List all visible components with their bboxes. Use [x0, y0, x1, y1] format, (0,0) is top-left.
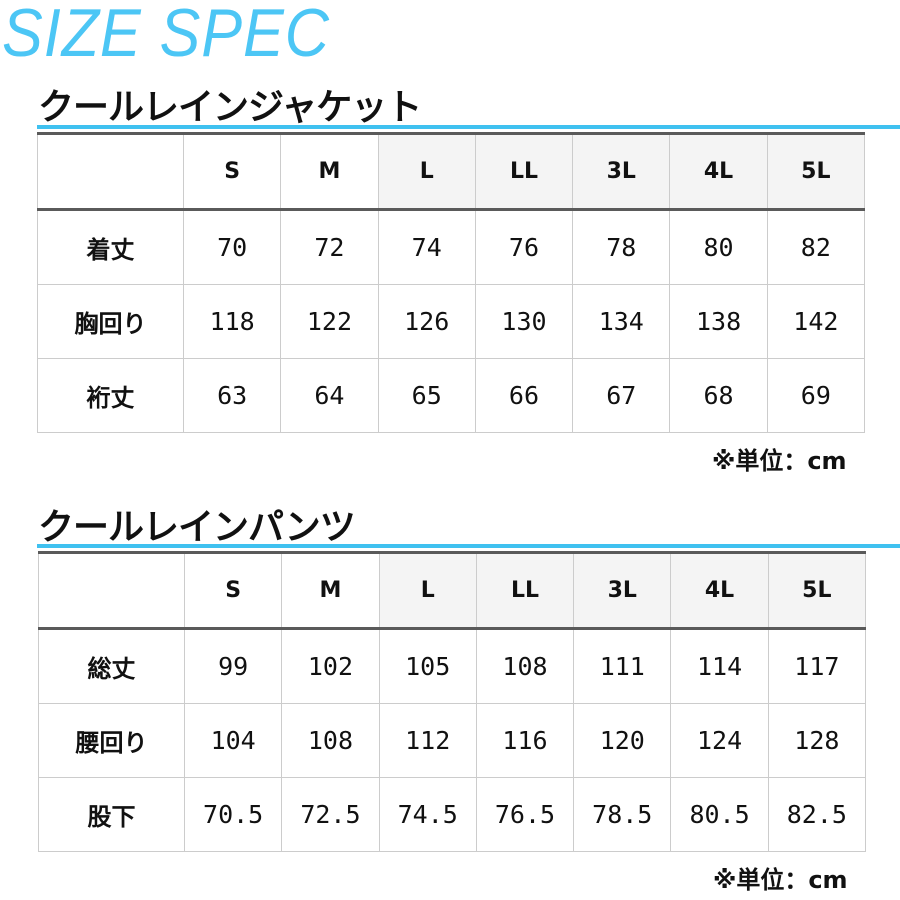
measurement-cell: 72	[280, 209, 379, 285]
measurement-cell: 105	[378, 628, 477, 704]
row-label: 総丈	[38, 628, 185, 704]
size-header-M: M	[280, 132, 379, 211]
row-label: 胸回り	[37, 284, 184, 359]
measurement-cell: 108	[281, 703, 380, 778]
measurement-cell: 82.5	[767, 777, 867, 852]
table-row: 腰回り 104 108 112 116 120 124 128	[38, 703, 867, 778]
measurement-cell: 82	[766, 209, 866, 285]
measurement-cell: 128	[767, 703, 867, 778]
corner-cell	[37, 132, 184, 211]
measurement-cell: 80	[669, 209, 768, 285]
size-header-4L: 4L	[670, 551, 769, 630]
size-header-LL: LL	[474, 132, 574, 211]
measurement-cell: 70	[182, 209, 282, 285]
measurement-cell: 134	[572, 284, 671, 359]
measurement-cell: 112	[378, 703, 477, 778]
measurement-cell: 65	[377, 358, 476, 433]
pants-title-underline	[37, 544, 900, 548]
measurement-cell: 102	[281, 628, 380, 704]
row-label: 腰回り	[38, 703, 185, 778]
measurement-cell: 122	[280, 284, 379, 359]
size-header-M: M	[281, 551, 380, 630]
size-header-row: S M L LL 3L 4L 5L	[38, 551, 867, 630]
measurement-cell: 126	[377, 284, 476, 359]
jacket-title-underline	[37, 125, 900, 129]
measurement-cell: 114	[670, 628, 769, 704]
table-row: 着丈 70 72 74 76 78 80 82	[37, 209, 866, 285]
measurement-cell: 120	[573, 703, 672, 778]
jacket-unit-note: ※単位：cm	[712, 447, 847, 475]
size-header-5L: 5L	[766, 132, 866, 211]
table-row: 股下 70.5 72.5 74.5 76.5 78.5 80.5 82.5	[38, 777, 867, 852]
measurement-cell: 111	[573, 628, 672, 704]
size-header-3L: 3L	[572, 132, 671, 211]
size-header-L: L	[378, 551, 477, 630]
measurement-cell: 70.5	[183, 777, 283, 852]
size-header-5L: 5L	[767, 551, 867, 630]
measurement-cell: 142	[766, 284, 866, 359]
row-label: 着丈	[37, 209, 184, 285]
measurement-cell: 138	[669, 284, 768, 359]
pants-title: クールレインパンツ	[38, 507, 356, 548]
measurement-cell: 130	[474, 284, 574, 359]
measurement-cell: 104	[183, 703, 283, 778]
table-row: 総丈 99 102 105 108 111 114 117	[38, 628, 867, 704]
measurement-cell: 63	[182, 358, 282, 433]
size-header-4L: 4L	[669, 132, 768, 211]
measurement-cell: 66	[474, 358, 574, 433]
measurement-cell: 78	[572, 209, 671, 285]
size-header-row: S M L LL 3L 4L 5L	[37, 132, 866, 211]
measurement-cell: 69	[766, 358, 866, 433]
measurement-cell: 124	[670, 703, 769, 778]
measurement-cell: 64	[280, 358, 379, 433]
row-label: 股下	[38, 777, 185, 852]
measurement-cell: 108	[475, 628, 575, 704]
measurement-cell: 72.5	[281, 777, 380, 852]
measurement-cell: 68	[669, 358, 768, 433]
size-header-S: S	[183, 551, 283, 630]
size-header-3L: 3L	[573, 551, 672, 630]
measurement-cell: 99	[183, 628, 283, 704]
corner-cell	[38, 551, 185, 630]
measurement-cell: 78.5	[573, 777, 672, 852]
measurement-cell: 76.5	[475, 777, 575, 852]
measurement-cell: 118	[182, 284, 282, 359]
measurement-cell: 74.5	[378, 777, 477, 852]
measurement-cell: 74	[377, 209, 476, 285]
measurement-cell: 116	[475, 703, 575, 778]
jacket-title: クールレインジャケット	[38, 87, 422, 128]
measurement-cell: 76	[474, 209, 574, 285]
table-row: 胸回り 118 122 126 130 134 138 142	[37, 284, 866, 359]
measurement-cell: 67	[572, 358, 671, 433]
size-header-S: S	[182, 132, 282, 211]
measurement-cell: 80.5	[670, 777, 769, 852]
table-row: 裄丈 63 64 65 66 67 68 69	[37, 358, 866, 433]
measurement-cell: 117	[767, 628, 867, 704]
row-label: 裄丈	[37, 358, 184, 433]
pants-size-table: S M L LL 3L 4L 5L 総丈 99 102 105 108 111 114 117 腰回り 104 1…	[38, 551, 867, 852]
jacket-size-table: S M L LL 3L 4L 5L 着丈 70 72 74 76 78 80 82 胸回り 118 122 126 1…	[37, 132, 866, 433]
size-header-L: L	[377, 132, 476, 211]
size-spec-logo: SIZE SPEC	[2, 0, 330, 71]
size-header-LL: LL	[475, 551, 575, 630]
pants-unit-note: ※単位：cm	[713, 866, 848, 894]
